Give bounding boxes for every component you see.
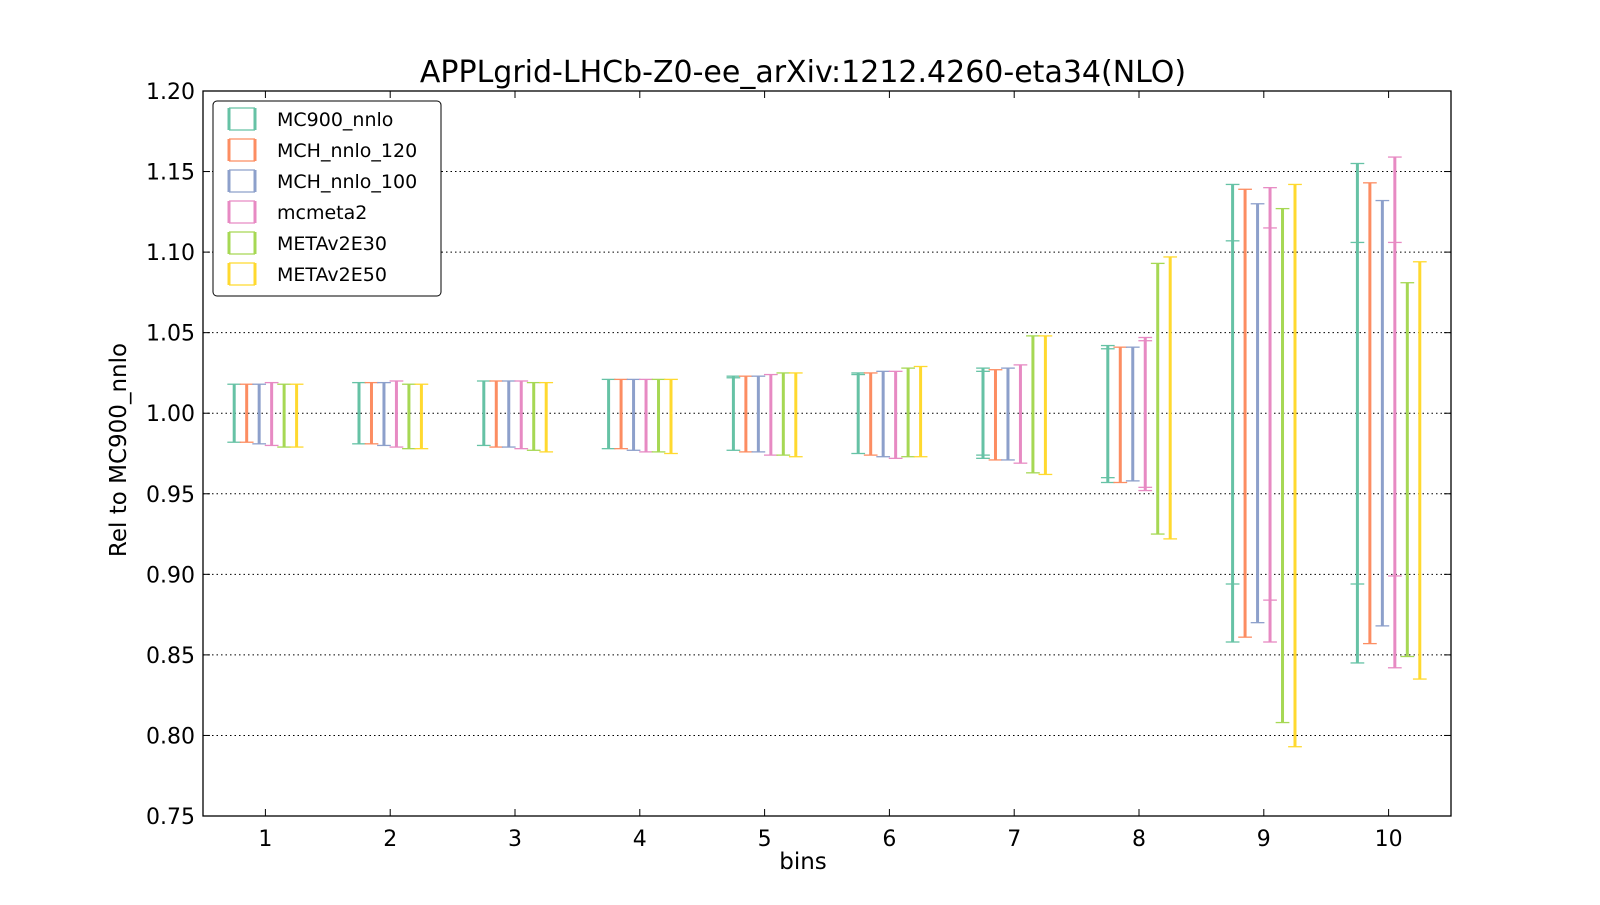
y-tick-label: 0.90: [146, 563, 195, 588]
series-METAv2E30: [277, 207, 1415, 724]
series-METAv2E50: [289, 183, 1427, 748]
series-MCH_nnlo_120: [239, 182, 1377, 645]
axis-ticks: 0.75 0.80 0.85 0.90 0.95 1.00 1.05 1.10 1.15 1.20…: [146, 80, 1451, 852]
plot-area-frame: [202, 90, 1452, 817]
x-tick-label: 3: [508, 827, 522, 852]
legend-label: METAv2E30: [277, 233, 387, 255]
legend: MC900_nnlo MCH_nnlo_120 MCH_nnlo_100mcmeta…: [212, 100, 442, 297]
y-tick-label: 0.85: [146, 644, 195, 669]
legend-label: MC900_nnlo: [277, 109, 393, 131]
x-tick-label: 10: [1375, 827, 1403, 852]
chart-title: APPLgrid-LHCb-Z0-ee_arXiv:1212.4260-eta3…: [420, 55, 1186, 90]
legend-label: MCH_nnlo_120: [277, 140, 417, 162]
x-tick-label: 4: [633, 827, 647, 852]
legend-entry: METAv2E30: [227, 231, 387, 255]
x-tick-label: 8: [1132, 827, 1146, 852]
x-axis-label: bins: [779, 849, 827, 875]
y-tick-label: 1.00: [146, 402, 195, 427]
y-tick-label: 1.15: [146, 161, 195, 186]
y-tick-label: 0.75: [146, 805, 195, 830]
y-tick-label: 1.05: [146, 322, 195, 347]
x-tick-label: 2: [383, 827, 397, 852]
series-MC900_nnlo: [227, 162, 1365, 664]
legend-label: MCH_nnlo_100: [277, 171, 417, 193]
y-tick-label: 1.10: [146, 241, 195, 266]
y-axis-label: Rel to MC900_nnlo: [106, 343, 132, 557]
y-tick-label: 1.20: [146, 80, 195, 105]
legend-label: METAv2E50: [277, 264, 387, 286]
x-tick-label: 7: [1007, 827, 1021, 852]
y-tick-label: 0.95: [146, 483, 195, 508]
x-tick-label: 9: [1257, 827, 1271, 852]
x-tick-label: 5: [758, 827, 772, 852]
series-MCH_nnlo_100: [252, 199, 1390, 627]
legend-entry: mcmeta2: [227, 200, 367, 224]
x-tick-label: 6: [882, 827, 896, 852]
error-bars: [227, 156, 1427, 748]
x-tick-label: 1: [258, 827, 272, 852]
series-mcmeta2: [264, 156, 1402, 669]
legend-entry: MC900_nnlo: [227, 107, 393, 131]
legend-entry: MCH_nnlo_120: [227, 138, 417, 162]
legend-label: mcmeta2: [277, 202, 367, 224]
y-tick-label: 0.80: [146, 724, 195, 749]
legend-entry: METAv2E50: [227, 262, 387, 286]
legend-box: [212, 100, 442, 297]
legend-entry: MCH_nnlo_100: [227, 169, 417, 193]
